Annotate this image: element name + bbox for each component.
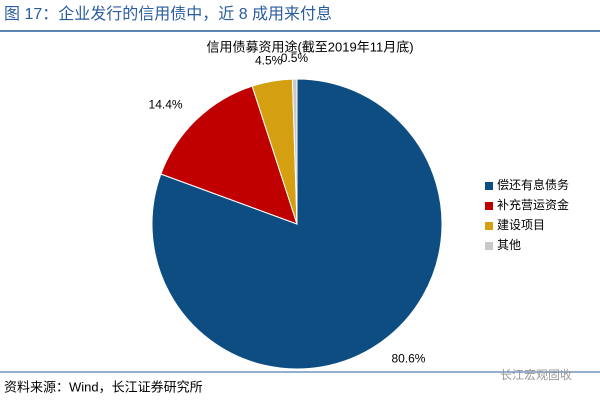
chart-title: 信用债募资用途(截至2019年11月底) [206,39,413,54]
legend-swatch [485,222,493,230]
legend-swatch [485,202,493,210]
value-label: 14.4% [149,97,183,111]
legend-label: 其他 [497,238,521,252]
legend-label: 建设项目 [497,218,545,232]
watermark: 长江宏观固收 [500,367,572,382]
value-label: 0.5% [281,51,309,65]
legend-swatch [485,182,493,190]
legend-label: 补充营运资金 [497,197,569,212]
source: 资料来源：Wind，长江证券研究所 [4,379,203,394]
value-label: 80.6% [391,351,425,365]
legend-label: 偿还有息债务 [497,177,569,192]
figure-title: 图 17：企业发行的信用债中，近 8 成用来付息 [4,5,332,23]
pie-slice [291,78,298,225]
legend-swatch [485,242,493,250]
value-label: 4.5% [255,54,283,68]
